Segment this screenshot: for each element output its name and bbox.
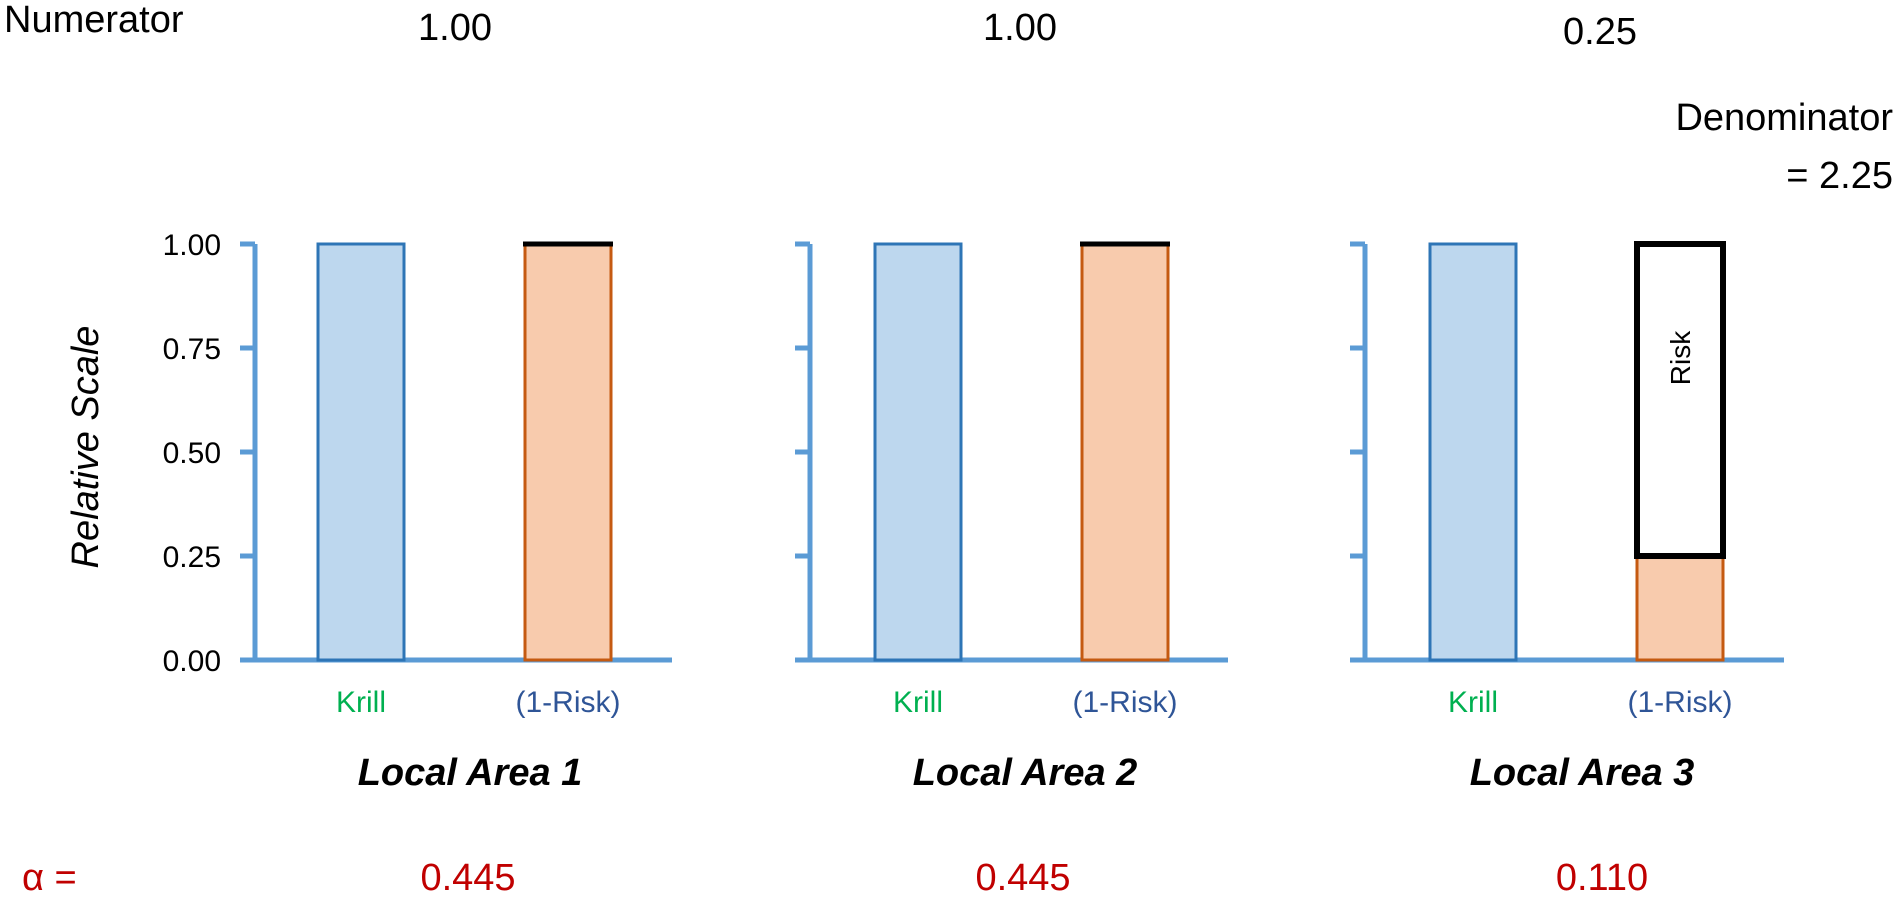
one-minus-risk-bar <box>1080 242 1170 662</box>
panel-title: Local Area 3 <box>1470 752 1695 794</box>
krill-bar <box>316 242 406 662</box>
y-tick-label: 0.75 <box>163 333 221 366</box>
category-label-one-minus-risk: (1-Risk) <box>1628 686 1733 719</box>
y-tick-label: 0.25 <box>163 541 221 574</box>
panel-title: Local Area 2 <box>913 752 1138 794</box>
numerator-value: 0.25 <box>1563 11 1637 53</box>
krill-bar <box>1428 242 1518 662</box>
one-minus-risk-bar <box>1635 554 1725 662</box>
alpha-value: 0.445 <box>975 857 1070 899</box>
alpha-value: 0.445 <box>420 857 515 899</box>
category-label-krill: Krill <box>893 686 943 719</box>
category-label-one-minus-risk: (1-Risk) <box>1073 686 1178 719</box>
panel-local-area-2: Krill (1-Risk) Local Area 2 1.00 0.445 <box>795 7 1228 899</box>
alpha-value: 0.110 <box>1556 857 1648 899</box>
krill-bar <box>873 242 963 662</box>
category-label-krill: Krill <box>1448 686 1498 719</box>
y-axis-label: Relative Scale <box>65 326 107 569</box>
numerator-value: 1.00 <box>983 7 1057 49</box>
panel-local-area-3: Risk Krill (1-Risk) Local Area 3 0.25 0.110 <box>1350 11 1784 899</box>
panel-title: Local Area 1 <box>358 752 583 794</box>
risk-label: Risk <box>1665 330 1696 385</box>
category-label-krill: Krill <box>336 686 386 719</box>
numerator-value: 1.00 <box>418 7 492 49</box>
category-label-one-minus-risk: (1-Risk) <box>516 686 621 719</box>
one-minus-risk-bar <box>523 242 613 662</box>
y-tick-label: 0.50 <box>163 437 221 470</box>
denominator-label-line1: Denominator <box>1675 97 1893 139</box>
y-tick-label: 0.00 <box>163 645 221 678</box>
risk-bar <box>1634 241 1726 559</box>
numerator-label: Numerator <box>4 0 184 41</box>
y-tick-label: 1.00 <box>163 229 221 262</box>
plot-area: 0.00 0.25 0.50 0.75 1.00 Krill (1-Risk) Local A… <box>163 7 1784 899</box>
alpha-label: α = <box>22 857 77 899</box>
panel-local-area-1: 0.00 0.25 0.50 0.75 1.00 Krill (1-Risk) Local A… <box>163 7 672 899</box>
denominator-label-line2: = 2.25 <box>1786 155 1893 197</box>
